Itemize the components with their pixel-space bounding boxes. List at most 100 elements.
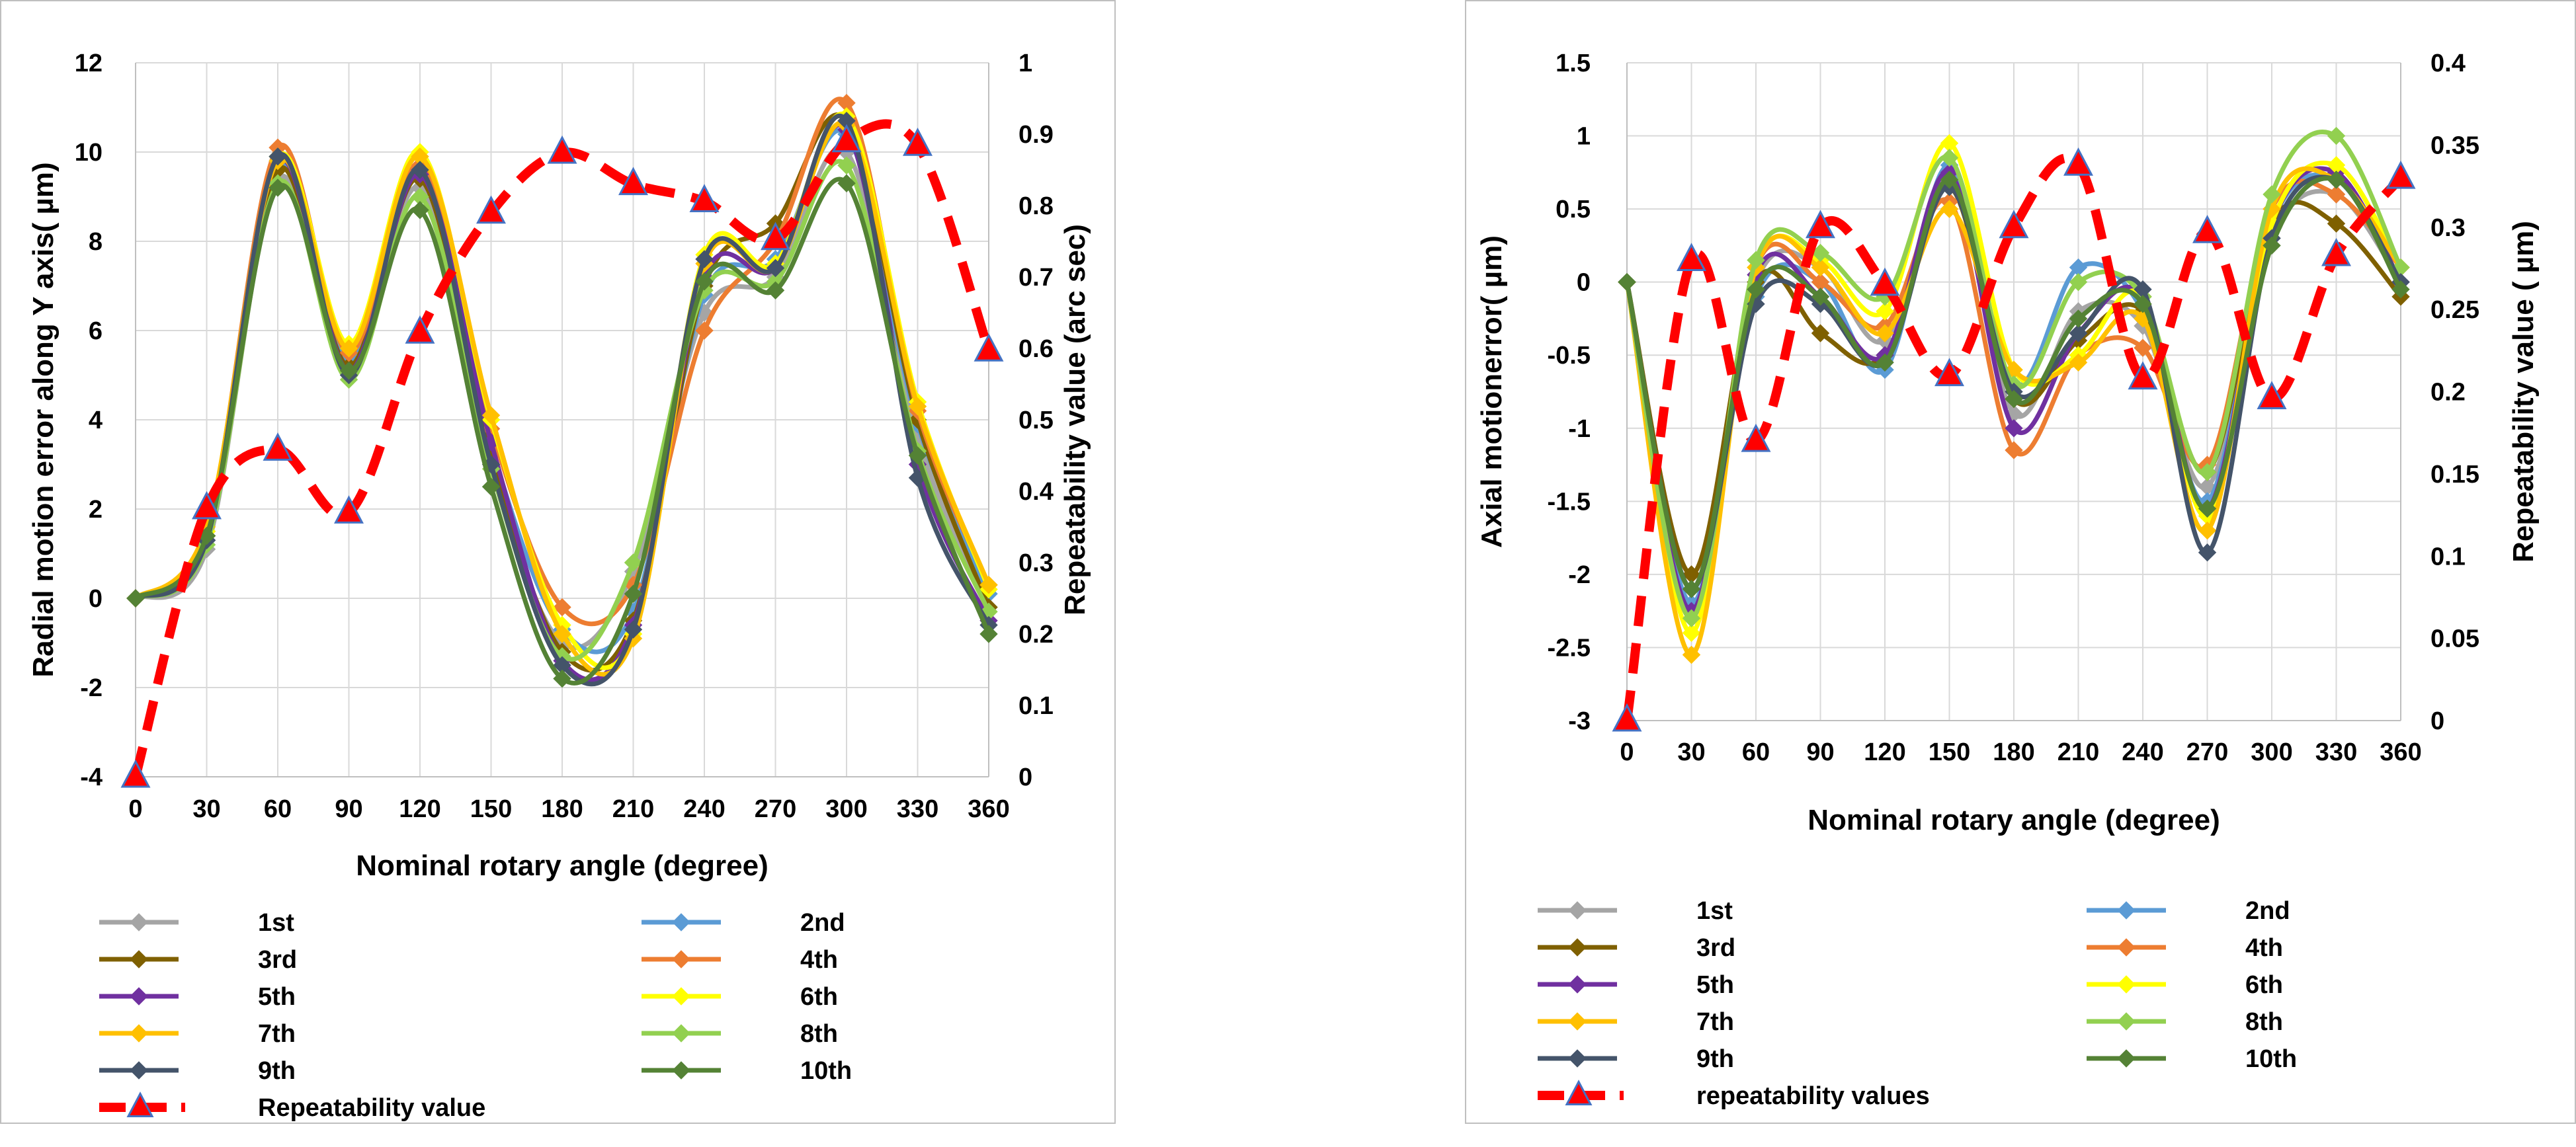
repeatability-point	[1999, 210, 2029, 239]
series-10th-point	[2134, 295, 2152, 313]
legend-swatch-marker	[672, 950, 690, 969]
series-7th-point	[1682, 645, 1701, 664]
y2-tick-label: 0.15	[2431, 461, 2479, 489]
axial-motion-error-chart: 0 30 60 90 120 150 180 210 240 270 300 330 360 -3 -2.5…	[1465, 0, 2576, 1124]
x-tick-label: 300	[825, 795, 867, 823]
series-7th-point	[979, 576, 998, 594]
series-10th-point	[2198, 499, 2217, 518]
y2-tick-label: 0	[1018, 764, 1032, 791]
x-tick-label: 300	[2251, 738, 2292, 766]
series-7th-point	[481, 406, 501, 424]
repeatability-point	[689, 184, 720, 213]
series-5th-point	[2005, 419, 2023, 438]
legend-label: 1st	[1696, 897, 1733, 925]
y2-tick-label: 0.2	[2431, 379, 2466, 407]
repeatability-line	[1622, 153, 2405, 721]
y-tick-label: 2	[89, 496, 103, 524]
repeatability-point	[263, 432, 293, 461]
y-tick-label: 0.5	[1556, 196, 1591, 223]
x-tick-label: 120	[399, 795, 440, 823]
y2-axis-title: Repeatability value ( µm)	[2507, 221, 2540, 563]
x-tick-label: 240	[683, 795, 725, 823]
legend-label: 10th	[2245, 1045, 2297, 1073]
series-7th-point	[2198, 521, 2217, 540]
series-10th-point	[2391, 280, 2410, 299]
legend-swatch-marker	[2117, 938, 2136, 957]
series-8th-point	[1682, 609, 1701, 627]
x-tick-label: 120	[1864, 738, 1905, 766]
legend-label: 2nd	[800, 909, 845, 937]
legend-swatch-marker	[1568, 1049, 1587, 1068]
series-7th-point	[1876, 324, 1894, 342]
y-tick-label: -1.5	[1548, 488, 1591, 516]
series-6th-point	[1876, 302, 1894, 321]
series-9th-point	[624, 620, 643, 639]
repeatability-point	[618, 167, 648, 196]
repeatability-point	[2063, 147, 2093, 176]
legend-swatch-marker	[130, 987, 148, 1006]
series-10th-point	[2005, 389, 2023, 409]
y-tick-label: -0.5	[1548, 342, 1591, 370]
series-9th-point	[2198, 543, 2217, 562]
y-tick-label: 0	[1577, 269, 1591, 297]
series-8th-point	[2198, 463, 2217, 481]
series-10th	[126, 174, 998, 688]
x-tick-label: 0	[128, 795, 142, 823]
y2-tick-label: 0.8	[1018, 192, 1054, 220]
repeatability-line	[131, 119, 993, 778]
x-tick-label: 90	[1806, 738, 1834, 766]
repeatability-point	[2321, 237, 2351, 266]
chart-frame	[1465, 0, 2576, 1124]
x-tick-label: 210	[612, 795, 654, 823]
repeatability-point	[547, 135, 577, 164]
legend-item-6th: 6th	[642, 983, 838, 1011]
radial-motion-error-chart: 0 30 60 90 120 150 180 210 240 270 300 330 360-4-202…	[0, 0, 1116, 1124]
series-4th-point	[553, 598, 571, 617]
legend-label: 8th	[800, 1020, 838, 1048]
y-tick-label: -4	[80, 764, 103, 791]
series-7th-point	[908, 397, 927, 416]
repeatability-point	[1677, 243, 1706, 271]
y2-tick-label: 0.1	[1018, 692, 1054, 720]
y-axis-title: Radial motion error along Y axis( µm)	[27, 162, 60, 677]
repeatability-point	[903, 127, 933, 156]
y-tick-label: 8	[89, 228, 103, 256]
series-10th-point	[1811, 288, 1830, 306]
y-tick-label: 1.5	[1556, 50, 1591, 77]
legend-item-8th: 8th	[642, 1020, 838, 1048]
series-10th-point	[2069, 309, 2088, 328]
y2-axis-title: Repeatability value (arc sec)	[1059, 224, 1091, 615]
series-10th-point	[481, 477, 501, 496]
series-7th-point	[339, 339, 358, 358]
series-3rd-point	[1811, 324, 1830, 342]
series-10th-point	[837, 174, 856, 192]
legend-swatch-marker	[130, 913, 148, 931]
y2-tick-label: 0.5	[1018, 407, 1054, 434]
legend-swatch-marker	[672, 1061, 690, 1080]
repeatability-point	[120, 759, 151, 788]
series-4th-point	[2327, 185, 2346, 204]
legend-item-4th: 4th	[2087, 934, 2283, 962]
legend-item-3rd: 3rd	[1538, 934, 1735, 962]
y2-tick-label: 0.4	[1018, 478, 1054, 506]
series-10th-point	[339, 362, 358, 380]
y-tick-label: 4	[89, 407, 103, 434]
x-tick-label: 60	[264, 795, 292, 823]
legend-swatch-marker	[2117, 1049, 2136, 1068]
y-tick-label: -2.5	[1548, 634, 1591, 662]
y-tick-label: 10	[75, 139, 103, 167]
x-tick-label: 90	[335, 795, 362, 823]
y2-tick-label: 0.25	[2431, 296, 2479, 324]
series-10th-point	[1940, 171, 1959, 189]
series-4th-point	[2005, 441, 2023, 459]
series-4th-point	[695, 321, 714, 340]
legend-label: 7th	[258, 1020, 296, 1048]
legend-label: 9th	[1696, 1045, 1734, 1073]
series-9th-point	[269, 147, 287, 166]
series-10th-point	[766, 281, 785, 299]
x-tick-label: 360	[2380, 738, 2421, 766]
legend-item-repeatability: repeatability values	[1538, 1080, 1930, 1110]
y-axis-title: Axial motionerror( µm)	[1475, 235, 1508, 548]
series-10th-point	[908, 446, 927, 465]
legend-label: 9th	[258, 1057, 296, 1085]
